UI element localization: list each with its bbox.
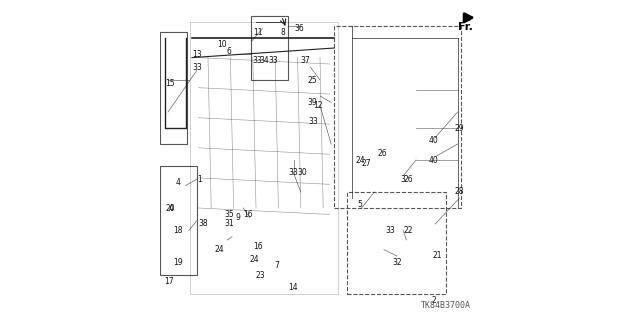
Bar bbox=[160, 166, 197, 275]
Text: 20: 20 bbox=[165, 204, 175, 212]
Text: 14: 14 bbox=[288, 284, 298, 292]
Text: 15: 15 bbox=[165, 79, 175, 88]
Text: 26: 26 bbox=[378, 149, 387, 158]
Text: 10: 10 bbox=[218, 40, 227, 49]
Text: 4: 4 bbox=[169, 204, 173, 212]
Text: TK84B3700A: TK84B3700A bbox=[420, 301, 470, 310]
Text: 22: 22 bbox=[403, 226, 413, 235]
Text: 4: 4 bbox=[175, 178, 180, 187]
Text: 29: 29 bbox=[454, 124, 464, 132]
Text: 23: 23 bbox=[256, 271, 266, 280]
Text: 8: 8 bbox=[281, 28, 285, 36]
Text: 37: 37 bbox=[301, 56, 310, 65]
Text: 17: 17 bbox=[164, 277, 174, 286]
Bar bbox=[251, 16, 288, 80]
Text: 26: 26 bbox=[403, 175, 413, 184]
Text: 19: 19 bbox=[173, 258, 182, 267]
Text: 12: 12 bbox=[314, 101, 323, 110]
Text: 18: 18 bbox=[173, 226, 182, 235]
Text: 33: 33 bbox=[192, 63, 202, 72]
Text: 16: 16 bbox=[253, 242, 262, 251]
Bar bbox=[334, 26, 461, 208]
Text: 34: 34 bbox=[259, 56, 269, 65]
Text: 33: 33 bbox=[385, 226, 396, 235]
Text: 13: 13 bbox=[192, 50, 202, 59]
Text: 33: 33 bbox=[253, 56, 262, 65]
Text: 30: 30 bbox=[298, 168, 307, 177]
Text: 25: 25 bbox=[307, 76, 317, 84]
Text: 24: 24 bbox=[250, 255, 259, 264]
Text: 31: 31 bbox=[224, 220, 234, 228]
Text: 39: 39 bbox=[307, 98, 317, 107]
Text: 38: 38 bbox=[198, 220, 208, 228]
Text: 40: 40 bbox=[429, 156, 438, 164]
Text: 9: 9 bbox=[236, 213, 241, 222]
Text: 2: 2 bbox=[431, 296, 436, 305]
Text: 32: 32 bbox=[392, 258, 402, 267]
Text: 33: 33 bbox=[269, 56, 278, 65]
Text: 28: 28 bbox=[454, 188, 464, 196]
Text: 6: 6 bbox=[227, 47, 231, 56]
Text: 16: 16 bbox=[243, 210, 253, 219]
Text: Fr.: Fr. bbox=[458, 22, 473, 32]
Text: 33: 33 bbox=[288, 168, 298, 177]
Text: 36: 36 bbox=[294, 24, 304, 33]
Bar bbox=[160, 32, 187, 144]
Text: 33: 33 bbox=[308, 117, 319, 126]
Text: 11: 11 bbox=[253, 28, 262, 36]
Text: 35: 35 bbox=[224, 210, 234, 219]
Text: 40: 40 bbox=[429, 136, 438, 145]
Text: 7: 7 bbox=[275, 261, 279, 270]
Bar bbox=[347, 192, 447, 294]
Text: 1: 1 bbox=[198, 175, 202, 184]
Text: 21: 21 bbox=[432, 252, 442, 260]
Text: 3: 3 bbox=[401, 175, 406, 184]
Text: 24: 24 bbox=[355, 156, 365, 164]
Text: 24: 24 bbox=[214, 245, 224, 254]
Text: 5: 5 bbox=[358, 200, 362, 209]
Text: 27: 27 bbox=[362, 159, 371, 168]
